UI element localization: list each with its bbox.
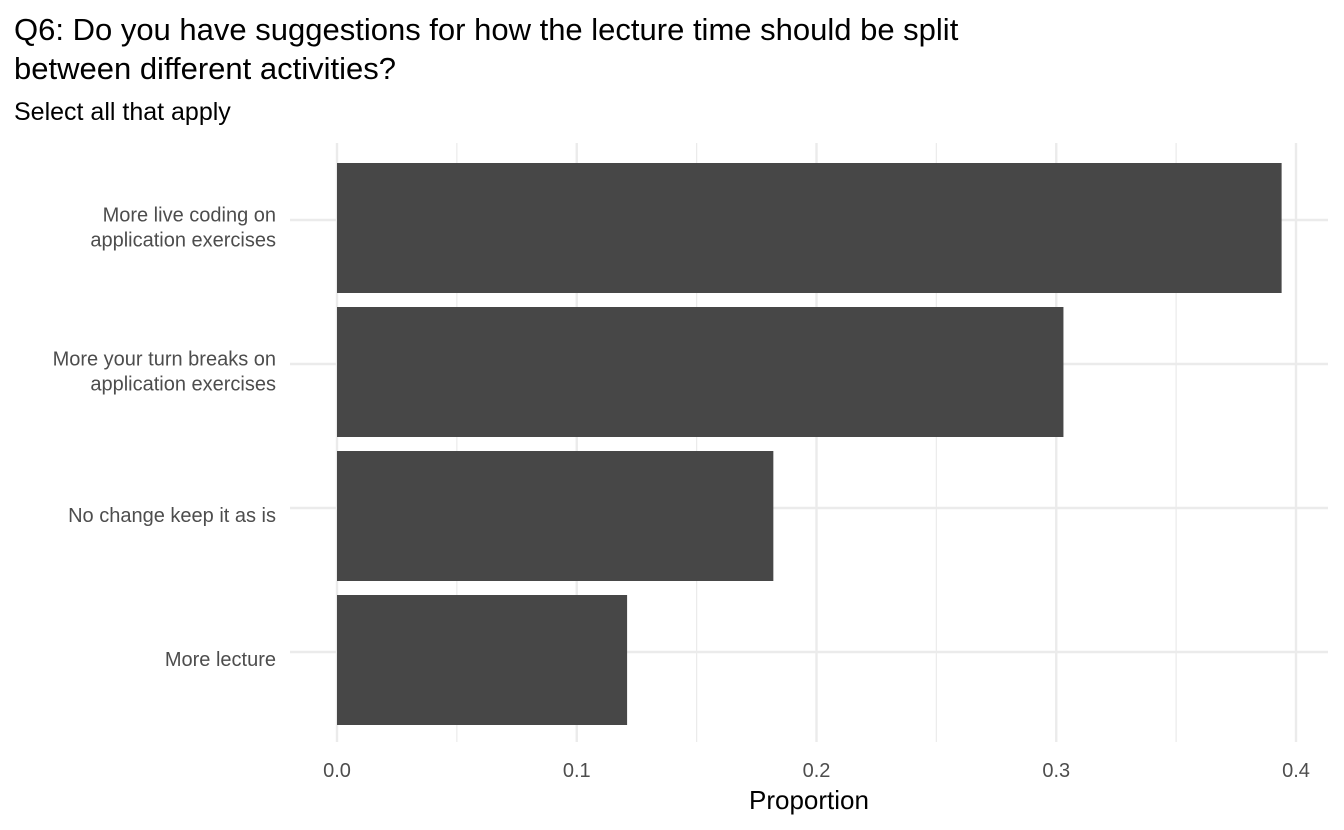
x-tick-label-layer: 0.0 0.1 0.2 0.3 0.4 — [323, 760, 1310, 782]
chart-title-line-2: between different activities? — [14, 51, 396, 86]
chart-subtitle: Select all that apply — [14, 98, 231, 126]
x-tick-label: 0.0 — [323, 760, 351, 782]
bar — [337, 307, 1064, 437]
category-label: No change keep it as is — [68, 505, 276, 527]
bar — [337, 595, 628, 725]
category-label: More your turn breaks on application exer… — [53, 349, 276, 396]
x-tick-label: 0.4 — [1282, 760, 1310, 782]
category-label: More lecture — [165, 649, 276, 671]
chart-title-line-1: Q6: Do you have suggestions for how the … — [14, 12, 959, 47]
x-tick-label: 0.2 — [803, 760, 831, 782]
x-tick-label: 0.3 — [1042, 760, 1070, 782]
category-label-layer: More live coding on application exercises… — [53, 205, 276, 672]
bar — [337, 163, 1282, 293]
x-tick-label: 0.1 — [563, 760, 591, 782]
bar-layer — [337, 163, 1282, 725]
category-label: More live coding on application exercises — [90, 205, 276, 252]
bar — [337, 451, 774, 581]
x-axis-title: Proportion — [749, 785, 869, 815]
